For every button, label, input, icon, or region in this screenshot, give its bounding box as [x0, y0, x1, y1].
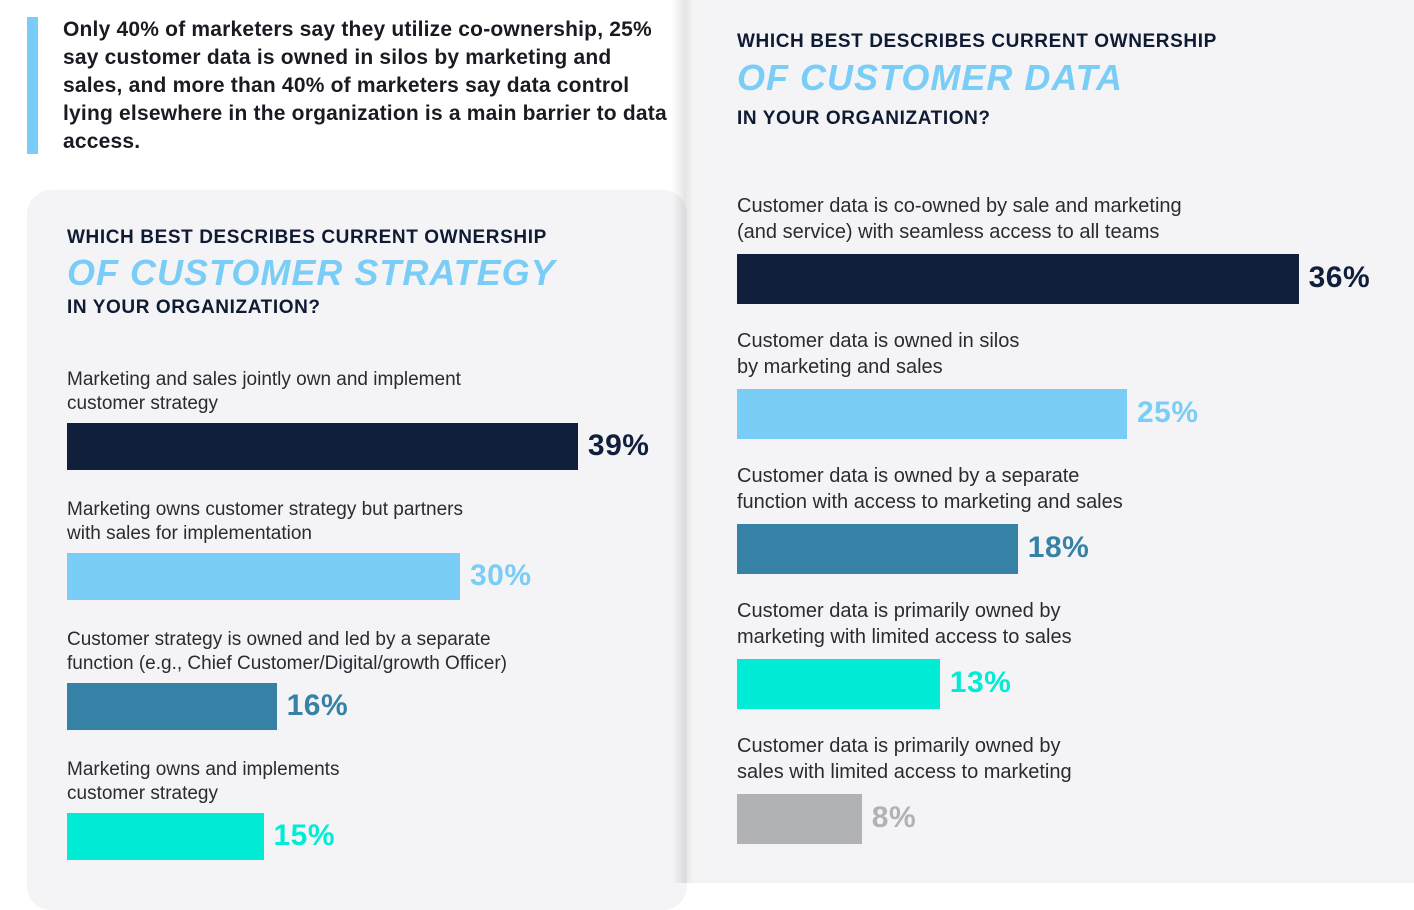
bar-label-line: Customer strategy is owned and led by a …: [67, 629, 491, 650]
bar-label-line: Customer data is owned in silos: [737, 330, 1020, 352]
bar-label-line: customer strategy: [67, 783, 218, 804]
bar-label: Marketing and sales jointly own and impl…: [67, 368, 461, 416]
bar-13: [737, 659, 940, 709]
bar-label: Marketing owns customer strategy but par…: [67, 498, 463, 546]
bar-39: [67, 423, 578, 470]
value-label: 16%: [286, 688, 349, 722]
bar-label-line: Customer data is primarily owned by: [737, 735, 1061, 757]
bar-label: Marketing owns and implements customer st…: [67, 758, 339, 806]
bar-label: Customer data is co-owned by sale and ma…: [737, 193, 1182, 245]
bar-label-line: (and service) with seamless access to al…: [737, 221, 1160, 243]
bar-label-line: by marketing and sales: [737, 356, 943, 378]
data-chart-card: WHICH BEST DESCRIBES CURRENT OWNERSHIP OF…: [694, 0, 1414, 883]
bar-label: Customer data is owned by a separate func…: [737, 463, 1123, 515]
value-label: 13%: [949, 666, 1012, 699]
left-page: Only 40% of marketers say they utilize c…: [0, 0, 687, 910]
bar-label: Customer data is primarily owned by sales…: [737, 733, 1072, 785]
value-label: 30%: [470, 558, 532, 592]
bar-8: [737, 794, 862, 844]
bar-label-line: function with access to marketing and sa…: [737, 491, 1123, 513]
value-label: 25%: [1137, 396, 1199, 429]
chart-title-line3: IN YOUR ORGANIZATION?: [737, 108, 991, 129]
strategy-chart-card: WHICH BEST DESCRIBES CURRENT OWNERSHIP OF…: [27, 190, 687, 910]
chart-title-line3: IN YOUR ORGANIZATION?: [67, 297, 321, 318]
chart-title-line1: WHICH BEST DESCRIBES CURRENT OWNERSHIP: [67, 227, 547, 248]
bar-label: Customer data is owned in silos by market…: [737, 328, 1019, 380]
bar-25: [737, 389, 1127, 439]
quote-accent-bar: [27, 17, 38, 154]
value-label: 18%: [1027, 531, 1090, 564]
bar-label-line: customer strategy: [67, 393, 218, 414]
bar-label-line: marketing with limited access to sales: [737, 626, 1072, 648]
bar-30: [67, 553, 460, 600]
bar-15: [67, 813, 264, 860]
value-label: 36%: [1308, 261, 1371, 294]
chart-title-line2: OF CUSTOMER DATA: [737, 57, 1123, 98]
bar-label-line: function (e.g., Chief Customer/Digital/g…: [67, 653, 507, 674]
bar-label-line: Customer data is co-owned by sale and ma…: [737, 195, 1182, 217]
bar-label-line: Marketing and sales jointly own and impl…: [67, 369, 461, 390]
bar-label-line: Marketing owns customer strategy but par…: [67, 499, 464, 520]
page-fold-shadow: [672, 0, 694, 883]
bar-label-line: Customer data is owned by a separate: [737, 465, 1080, 487]
bar-label: Customer strategy is owned and led by a …: [67, 628, 507, 676]
chart-title-line1: WHICH BEST DESCRIBES CURRENT OWNERSHIP: [737, 31, 1217, 52]
bar-36: [737, 254, 1299, 304]
value-label: 8%: [871, 801, 917, 834]
value-label: 15%: [273, 818, 336, 852]
bar-label: Customer data is primarily owned by marke…: [737, 598, 1072, 650]
bar-16: [67, 683, 277, 730]
intro-quote: Only 40% of marketers say they utilize c…: [63, 18, 667, 153]
bar-label-line: Customer data is primarily owned by: [737, 600, 1061, 622]
bar-label-line: sales with limited access to marketing: [737, 761, 1072, 783]
value-label: 39%: [587, 428, 650, 462]
chart-title-line2: OF CUSTOMER STRATEGY: [67, 252, 556, 293]
bar-18: [737, 524, 1018, 574]
bar-label-line: Marketing owns and implements: [67, 759, 340, 780]
bar-label-line: with sales for implementation: [67, 523, 312, 544]
